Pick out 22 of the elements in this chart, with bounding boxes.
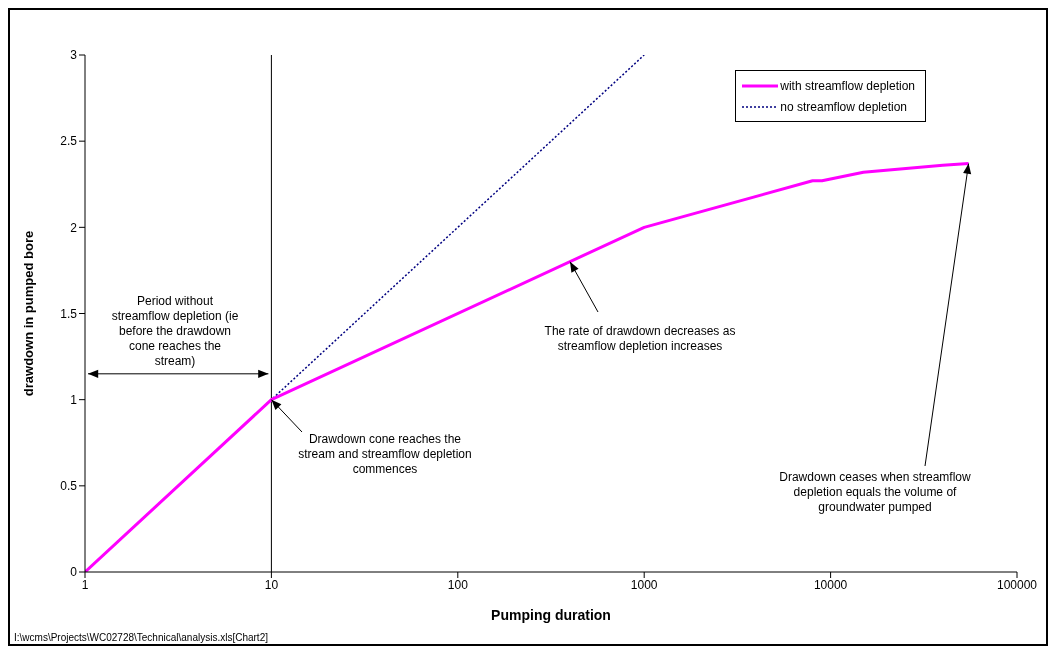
y-tick-label: 3 <box>70 48 78 63</box>
y-tick-label: 1.5 <box>60 306 78 321</box>
y-tick-label: 2.5 <box>60 134 78 149</box>
annotation: Period without streamflow depletion (ie before the drawdown cone reaches the stream) <box>110 294 240 369</box>
x-tick-label: 100000 <box>996 577 1038 592</box>
y-tick-label: 1 <box>70 392 78 407</box>
x-tick-label: 10 <box>264 577 279 592</box>
y-tick-label: 0 <box>70 565 78 580</box>
x-tick-label: 10000 <box>813 577 848 592</box>
y-axis-title: drawdown in pumped bore <box>20 230 36 397</box>
x-tick-label: 1 <box>81 577 89 592</box>
text: I:\wcms\Projects\WC02728\Technical\analysis.xls[Chart2] <box>14 632 268 643</box>
y-tick-label: 0.5 <box>60 479 78 494</box>
y-tick-label: 2 <box>70 220 78 235</box>
x-axis-title: Pumping duration <box>491 607 611 623</box>
x-tick-label: 100 <box>447 577 469 592</box>
x-tick-label: 1000 <box>630 577 658 592</box>
legend-label: with streamflow depletion <box>780 78 915 93</box>
legend-label: no streamflow depletion <box>780 99 908 114</box>
annotation: Drawdown ceases when streamflow depletion equals the volume of groundwater pumped <box>778 470 972 515</box>
annotation: Drawdown cone reaches the stream and streamflow depletion commences <box>297 432 473 477</box>
annotation: The rate of drawdown decreases as streamflow depletion increases <box>543 324 737 354</box>
